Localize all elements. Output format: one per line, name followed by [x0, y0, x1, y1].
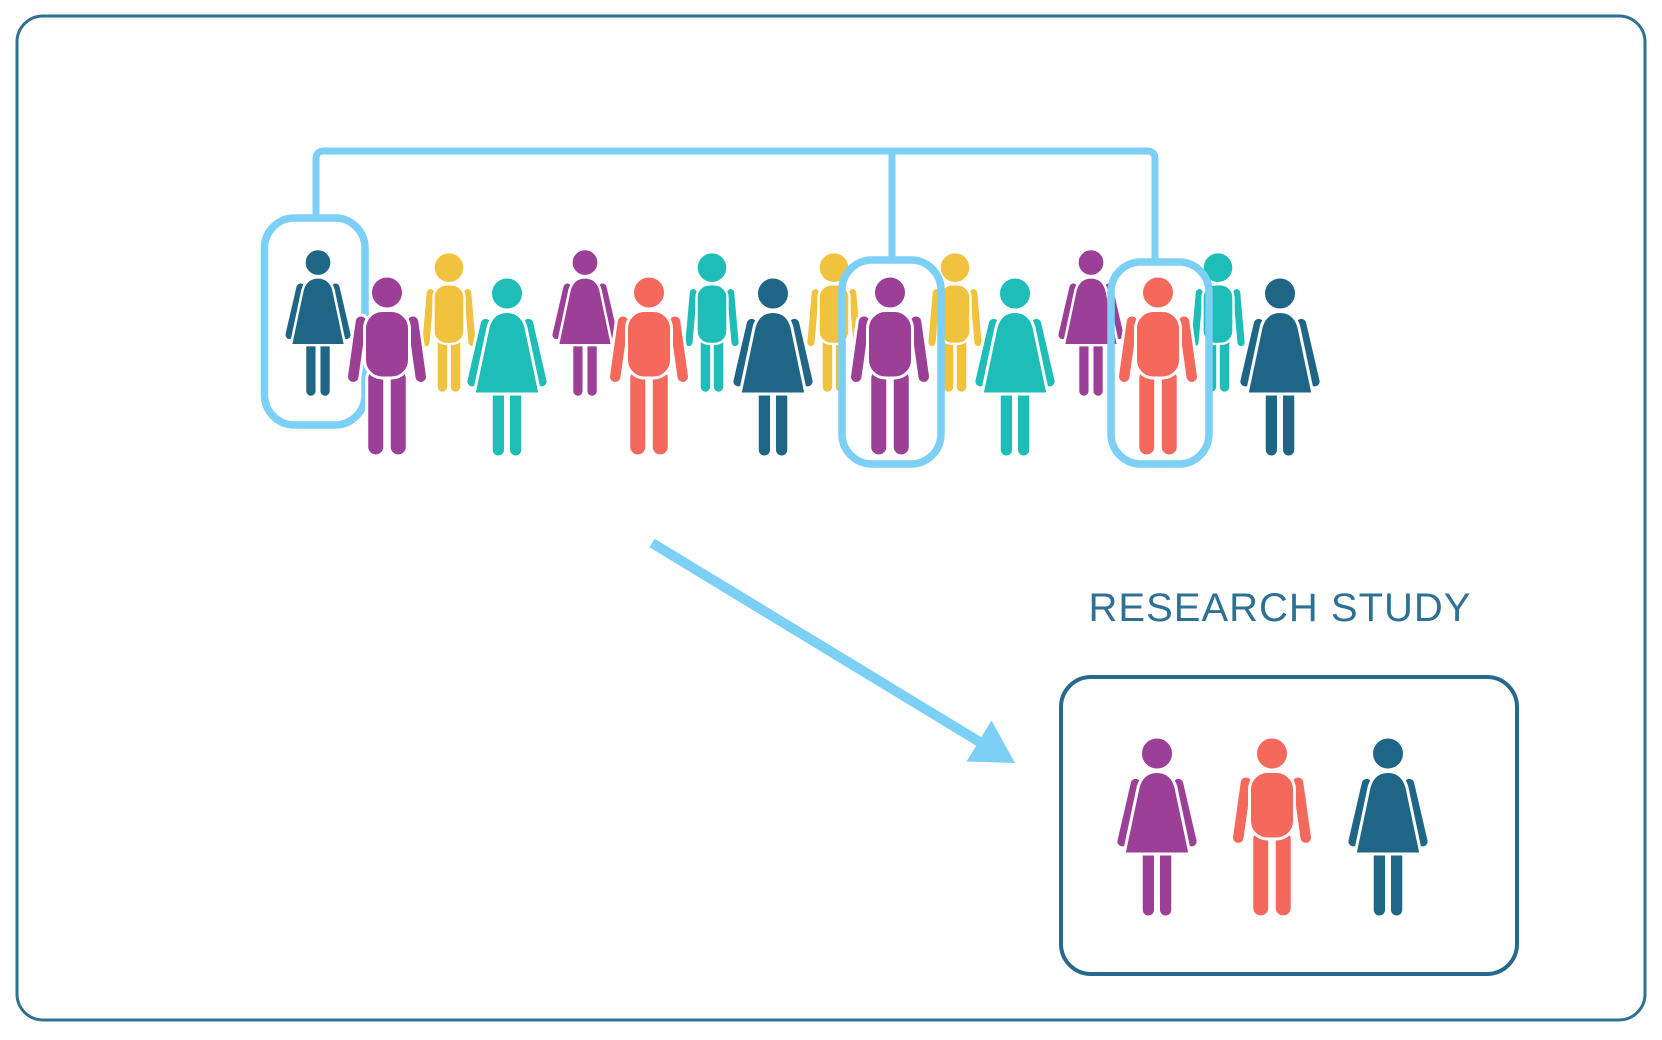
- person-male-purple-selected: [847, 274, 933, 458]
- selection-frame: [1107, 258, 1213, 468]
- selection-bracket: [312, 147, 1159, 261]
- selection-frame: [838, 256, 945, 468]
- person-male-coral: [606, 274, 692, 458]
- person-female-dkblue: [1236, 275, 1324, 459]
- person-male-purple: [344, 274, 430, 458]
- person-child-teal: [682, 250, 742, 395]
- person-female-teal: [463, 275, 551, 459]
- arrow-head-icon: [966, 720, 1015, 763]
- arrow-shaft: [649, 538, 986, 749]
- person-female-teal: [971, 275, 1059, 459]
- outer-border: [15, 14, 1647, 1022]
- research-study-group: [1059, 675, 1519, 976]
- research-study-title: RESEARCH STUDY: [1088, 586, 1472, 630]
- person-female-dkblue-selected: [281, 247, 355, 399]
- person-female-dkblue: [729, 275, 817, 459]
- sample-arrow: [649, 538, 1015, 763]
- person-male-coral-selected: [1115, 274, 1201, 458]
- selection-frame-layer-top: [838, 256, 1213, 468]
- selection-bracket-lines: [312, 147, 1159, 261]
